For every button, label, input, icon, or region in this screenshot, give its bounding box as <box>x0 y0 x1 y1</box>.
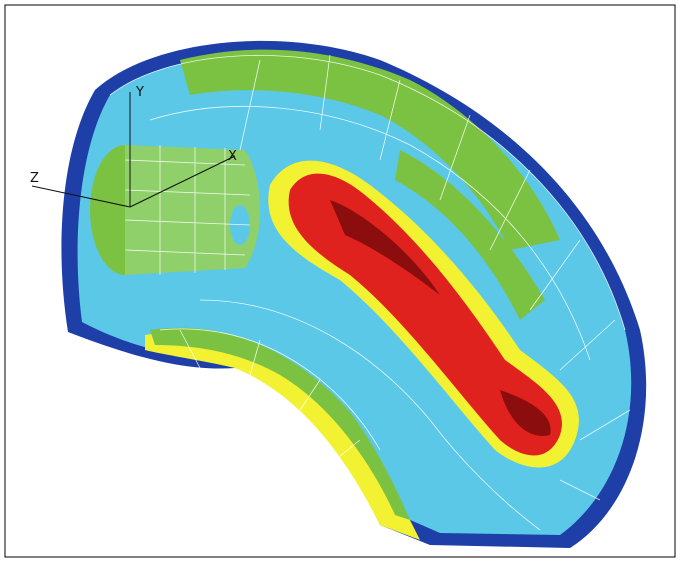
axis-label: Z <box>30 171 39 186</box>
axis-label: Y <box>135 85 144 100</box>
fea-view: Y X Z <box>0 0 680 562</box>
axis-label: X <box>228 149 237 164</box>
